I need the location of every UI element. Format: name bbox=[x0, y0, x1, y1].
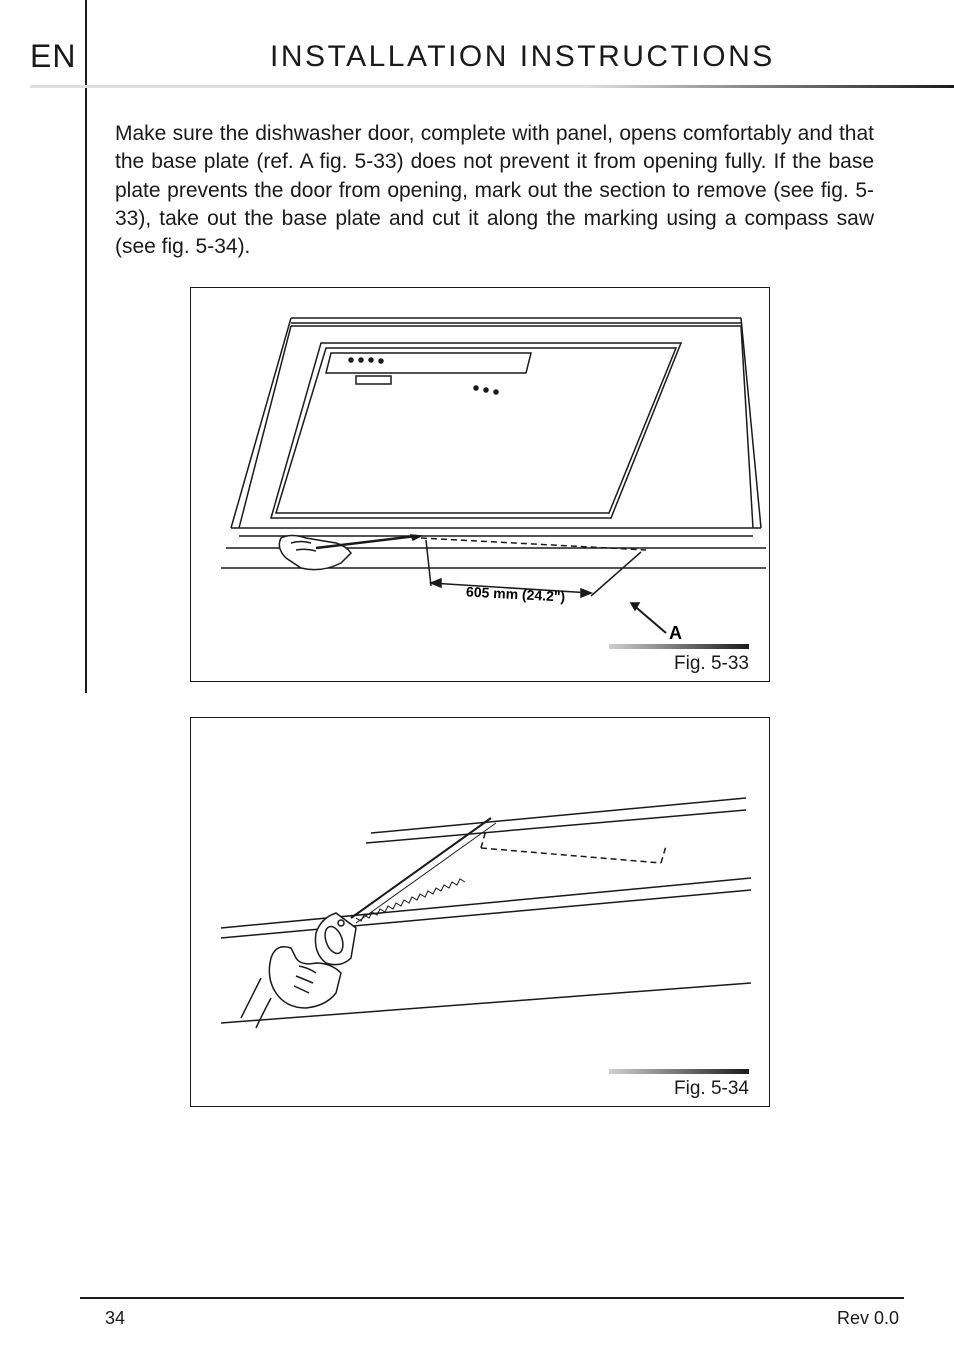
figure-5-33: 605 mm (24.2") A Fig. 5-33 bbox=[190, 287, 770, 682]
page-number: 34 bbox=[105, 1308, 125, 1329]
page-title: INSTALLATION INSTRUCTIONS bbox=[270, 40, 775, 74]
figure-caption-1: Fig. 5-33 bbox=[674, 653, 749, 675]
caption-underline bbox=[609, 1069, 749, 1074]
figure-caption-2: Fig. 5-34 bbox=[674, 1078, 749, 1100]
caption-underline bbox=[609, 644, 749, 649]
ref-label-a: A bbox=[669, 623, 682, 644]
instruction-paragraph: Make sure the dishwasher door, complete … bbox=[115, 120, 874, 262]
dishwasher-diagram-icon bbox=[191, 288, 767, 678]
vertical-divider bbox=[85, 0, 87, 693]
figure-5-34: Fig. 5-34 bbox=[190, 717, 770, 1107]
footer-divider bbox=[80, 1297, 904, 1299]
header-area: EN INSTALLATION INSTRUCTIONS bbox=[30, 30, 904, 95]
saw-cutting-diagram-icon bbox=[191, 718, 767, 1103]
language-code: EN bbox=[30, 38, 76, 75]
title-underline bbox=[30, 85, 954, 88]
revision-label: Rev 0.0 bbox=[837, 1308, 899, 1329]
